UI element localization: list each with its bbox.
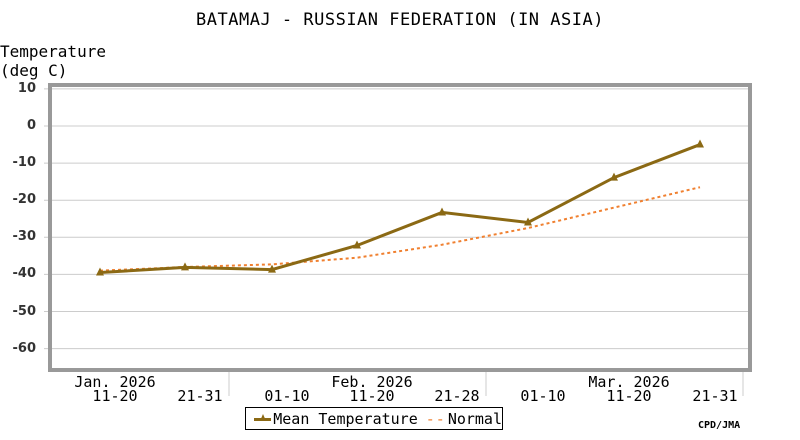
y-tick-label: -40 <box>12 266 37 282</box>
mean-temperature-markers <box>96 139 704 276</box>
y-tick-label: -10 <box>12 155 37 171</box>
x-period-label: 21-31 <box>692 387 738 405</box>
data-point-marker <box>181 262 189 271</box>
x-period-label: 01-10 <box>264 387 310 405</box>
x-period-label: 11-20 <box>92 387 138 405</box>
data-point-marker <box>438 207 446 216</box>
data-point-marker <box>268 264 276 273</box>
y-tick-label: -60 <box>12 340 37 356</box>
x-month-label: Jan. 2026 <box>74 373 156 391</box>
x-period-label: 11-20 <box>606 387 652 405</box>
y-axis-label-line2: (deg C) <box>0 61 68 80</box>
y-tick-label: -20 <box>12 192 37 208</box>
gridlines <box>44 88 748 350</box>
legend-mean-label: Mean Temperature <box>273 409 418 428</box>
y-tick-label: 0 <box>26 118 36 133</box>
y-tick-label: -30 <box>12 229 37 245</box>
month-separators <box>228 372 744 396</box>
data-point-marker <box>696 139 704 148</box>
x-month-label: Mar. 2026 <box>588 373 670 391</box>
normal-line <box>99 186 701 272</box>
data-point-marker <box>96 267 104 276</box>
mean-temperature-line <box>99 143 701 275</box>
legend: Mean Temperature -- Normal <box>245 407 503 430</box>
y-axis-label: Temperature (deg C) <box>0 42 106 80</box>
mean-temperature-legend-icon <box>254 413 272 424</box>
y-tick-label: 10 <box>17 80 36 96</box>
y-tick-label: -50 <box>12 303 37 319</box>
normal-legend-icon: -- <box>425 409 446 428</box>
legend-normal-label: Normal <box>447 409 502 428</box>
x-period-label: 11-20 <box>349 387 395 405</box>
chart-title: BATAMAJ - RUSSIAN FEDERATION (IN ASIA) <box>196 10 604 30</box>
credit-text: CPD/JMA <box>698 420 741 431</box>
x-period-label: 21-28 <box>434 387 480 405</box>
data-point-marker <box>610 172 618 181</box>
y-axis-label-line1: Temperature <box>0 42 106 61</box>
x-month-label: Feb. 2026 <box>331 373 413 391</box>
x-period-label: 01-10 <box>520 387 566 405</box>
data-point-marker <box>524 217 532 226</box>
plot-frame <box>48 83 752 372</box>
data-point-marker <box>353 240 361 249</box>
x-period-label: 21-31 <box>177 387 223 405</box>
